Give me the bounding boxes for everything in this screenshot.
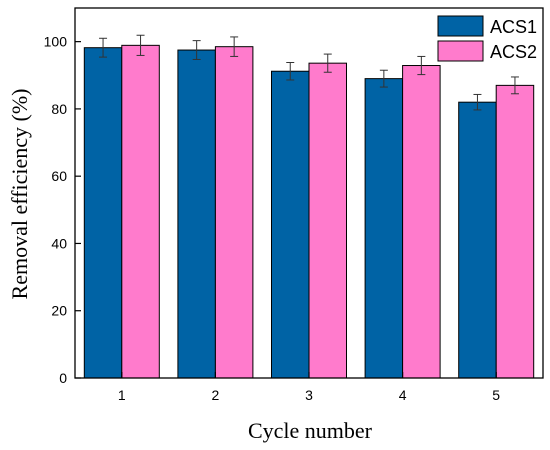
x-tick-label-4: 5 bbox=[492, 387, 500, 403]
bar-acs1-5 bbox=[458, 101, 497, 379]
y-tick-label-2: 40 bbox=[51, 235, 67, 251]
bar-acs1-4 bbox=[364, 78, 404, 379]
y-axis: 0 20 40 60 80 100 bbox=[44, 34, 81, 386]
error-bars-group bbox=[99, 34, 519, 111]
x-axis: 1 2 3 4 5 bbox=[118, 372, 500, 403]
legend: ACS1 ACS2 bbox=[437, 15, 537, 62]
bar-acs1-3 bbox=[271, 70, 310, 379]
x-tick-label-3: 4 bbox=[399, 387, 407, 403]
bars-group bbox=[83, 44, 535, 379]
legend-label-acs2: ACS2 bbox=[490, 42, 537, 62]
bar-acs2-3 bbox=[308, 62, 347, 379]
y-tick-label-4: 80 bbox=[51, 101, 67, 117]
y-tick-label-1: 20 bbox=[51, 303, 67, 319]
y-axis-title: Removal efficiency (%) bbox=[7, 89, 32, 300]
x-tick-label-1: 2 bbox=[212, 387, 220, 403]
bar-acs1-1 bbox=[83, 47, 123, 379]
y-tick-label-5: 100 bbox=[44, 34, 68, 50]
bar-acs2-4 bbox=[402, 65, 441, 379]
x-tick-label-0: 1 bbox=[118, 387, 126, 403]
legend-swatch-acs1 bbox=[437, 15, 484, 37]
y-tick-label-3: 60 bbox=[51, 168, 67, 184]
bar-acs2-2 bbox=[214, 46, 254, 379]
legend-label-acs1: ACS1 bbox=[490, 17, 537, 37]
plot-area: 0 20 40 60 80 100 1 2 3 4 5 bbox=[44, 7, 544, 403]
x-axis-title: Cycle number bbox=[248, 418, 373, 443]
bar-acs2-5 bbox=[495, 84, 535, 379]
bar-acs2-1 bbox=[121, 44, 160, 379]
legend-swatch-acs2 bbox=[437, 40, 484, 62]
y-tick-label-0: 0 bbox=[59, 370, 67, 386]
x-tick-label-2: 3 bbox=[305, 387, 313, 403]
bar-acs1-2 bbox=[177, 49, 216, 379]
